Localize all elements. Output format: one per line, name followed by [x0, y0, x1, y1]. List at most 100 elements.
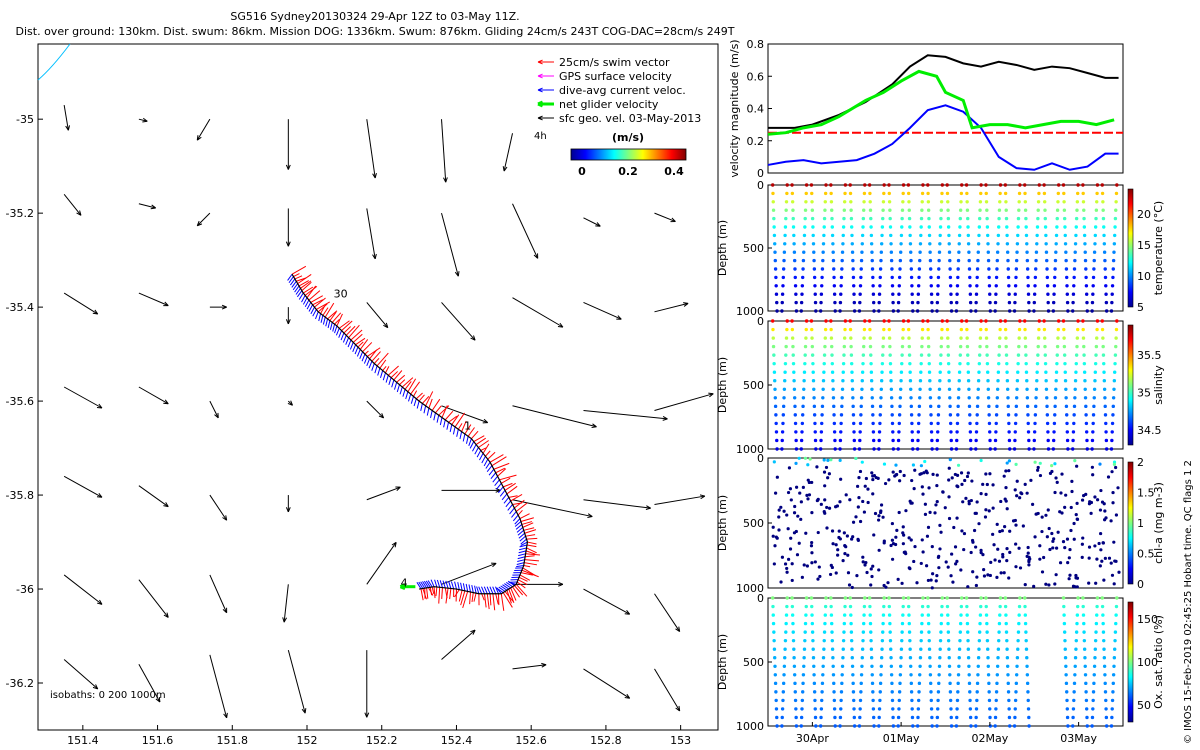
sal-point — [976, 396, 980, 400]
ox-point — [849, 630, 854, 634]
section-y-label: Depth (m) — [716, 220, 729, 276]
ox-point — [867, 596, 872, 600]
sal-point — [936, 421, 940, 426]
temp-point — [978, 200, 983, 204]
temp-point — [968, 284, 972, 288]
ox-point — [831, 673, 836, 677]
ox-point — [1064, 664, 1068, 668]
sal-point — [840, 396, 844, 400]
chl-point — [931, 572, 935, 576]
chl-point — [1080, 555, 1084, 559]
temp-point — [997, 225, 1001, 229]
sfc-vector — [583, 588, 630, 615]
ox-point — [1007, 707, 1011, 711]
chl-point — [907, 536, 911, 540]
ox-point — [1092, 664, 1097, 668]
sal-point — [1053, 396, 1058, 400]
ox-point — [897, 707, 901, 711]
sal-point — [782, 387, 787, 391]
sal-point — [783, 370, 787, 374]
temp-point — [814, 309, 818, 313]
temp-point — [857, 309, 862, 313]
sal-point — [881, 336, 886, 340]
sfc-vector-head — [624, 610, 631, 615]
ox-point — [881, 621, 885, 626]
temp-point — [842, 216, 846, 221]
temp-point — [770, 183, 775, 187]
legend-marker-head — [537, 59, 543, 65]
temp-point — [891, 300, 895, 305]
chl-point — [1099, 548, 1103, 552]
ox-point — [987, 698, 992, 703]
sal-point — [1044, 370, 1048, 374]
ox-point — [909, 673, 913, 677]
temp-point — [1033, 284, 1037, 288]
swim-vector — [293, 273, 300, 278]
ox-point — [994, 707, 998, 711]
temp-point — [926, 200, 931, 204]
ox-point — [860, 656, 864, 660]
sal-point — [1071, 438, 1075, 443]
temp-point — [909, 258, 913, 263]
sal-point — [915, 447, 920, 451]
chl-point — [817, 565, 821, 569]
swim-vector — [433, 586, 436, 599]
chl-point — [901, 542, 905, 546]
temp-point — [860, 250, 864, 254]
sal-point — [773, 387, 777, 391]
chl-point — [897, 510, 901, 515]
sal-point — [849, 336, 853, 340]
ox-point — [839, 698, 843, 703]
temp-point — [793, 275, 797, 280]
temp-point — [908, 233, 912, 238]
ox-point — [967, 681, 972, 686]
temp-point — [833, 309, 837, 313]
temp-point — [1113, 233, 1117, 238]
sal-point — [800, 421, 805, 426]
sal-point — [909, 404, 914, 409]
temp-point — [887, 191, 892, 196]
chl-point — [1070, 479, 1074, 484]
sal-point — [810, 353, 815, 357]
temp-point — [938, 242, 942, 246]
map-y-tick-label: -35.6 — [6, 395, 34, 408]
sal-point — [1083, 396, 1088, 400]
swim-vector — [369, 349, 378, 360]
sal-point — [774, 430, 779, 434]
chl-point — [1040, 570, 1045, 574]
temp-point — [958, 225, 962, 229]
temp-point — [773, 258, 778, 263]
temp-point — [988, 292, 992, 296]
ox-point — [887, 604, 892, 609]
chl-point — [1046, 508, 1050, 512]
temp-point — [784, 216, 788, 221]
ox-point — [810, 604, 814, 609]
sfc-vector-head — [222, 515, 228, 521]
sal-point — [891, 438, 895, 443]
ox-point — [957, 664, 961, 668]
sal-point — [1017, 344, 1021, 349]
sfc-vector-head — [557, 322, 564, 328]
sfc-vector-head — [541, 662, 547, 668]
temp-point — [1026, 275, 1030, 280]
temp-point — [945, 183, 949, 187]
ox-point — [877, 724, 881, 728]
chl-point — [822, 458, 826, 462]
swim-vector — [525, 553, 541, 556]
sfc-vector-head — [214, 412, 219, 419]
temp-point — [929, 275, 933, 280]
sal-point — [820, 421, 824, 426]
temp-point — [1016, 233, 1020, 238]
chl-point — [1069, 528, 1073, 533]
chl-point — [937, 566, 941, 570]
temp-point — [918, 258, 922, 263]
temp-point — [802, 242, 806, 246]
chl-point — [970, 538, 975, 543]
ox-point — [1023, 621, 1028, 626]
ox-point — [781, 681, 786, 686]
temp-point — [938, 225, 943, 229]
ox-point — [1017, 621, 1021, 626]
dac-vector — [505, 581, 513, 588]
dac-vector — [496, 483, 502, 490]
chl-point — [938, 547, 942, 551]
